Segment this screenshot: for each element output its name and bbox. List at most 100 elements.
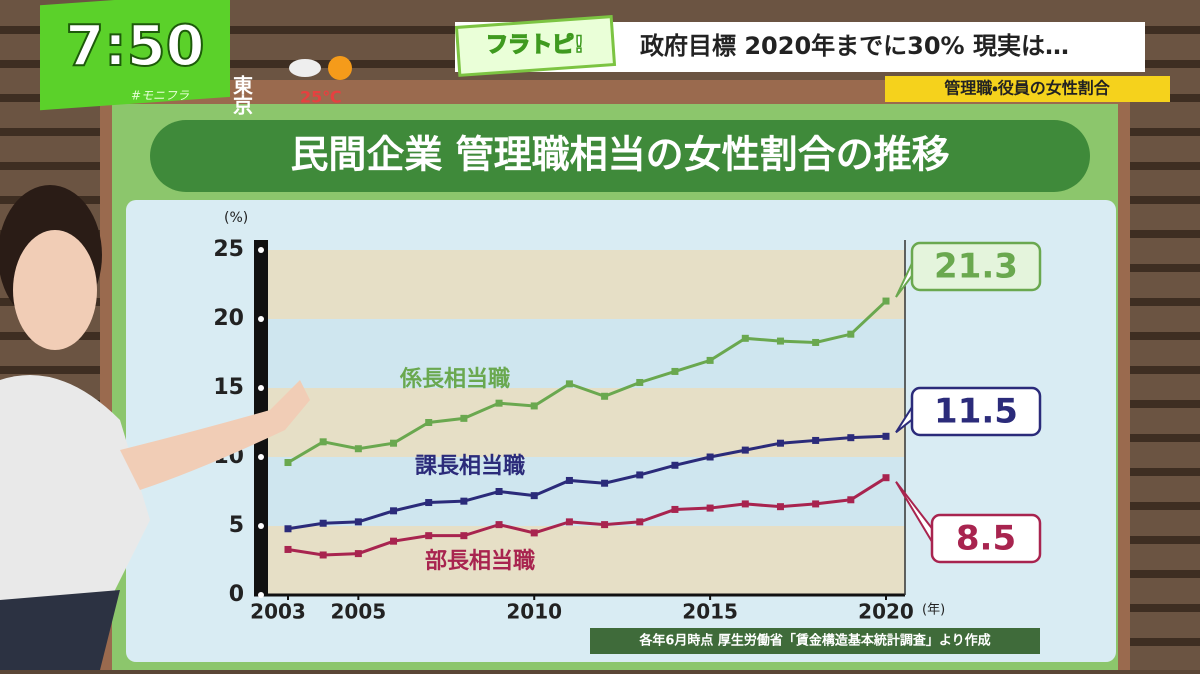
point — [847, 434, 855, 442]
point — [530, 529, 538, 537]
point — [671, 461, 679, 469]
point — [284, 459, 292, 467]
value-label: 8.5 — [956, 519, 1016, 559]
source-box — [590, 628, 1040, 654]
point — [847, 330, 855, 338]
presenter — [0, 185, 310, 670]
callout-box — [910, 241, 1042, 292]
point — [812, 436, 820, 444]
y-tick — [258, 316, 264, 322]
series-name: 係長相当職 — [399, 367, 510, 392]
point — [495, 488, 503, 495]
x-tick-label: 2020 — [858, 600, 914, 624]
point — [495, 521, 503, 529]
value-label: 21.3 — [934, 247, 1018, 287]
point — [847, 496, 855, 504]
x-tick-label: 2005 — [331, 600, 387, 624]
point — [530, 492, 538, 500]
point — [530, 402, 538, 410]
weather-city: 東京 — [230, 75, 254, 115]
x-tick-label: 2003 — [250, 600, 306, 624]
y-tick — [258, 523, 264, 529]
x-tick-label: 2010 — [506, 600, 562, 624]
source-note: 各年6月時点 厚生労働省「賃金構造基本統計調査」より作成 — [638, 633, 990, 649]
point — [425, 499, 433, 507]
point — [741, 334, 749, 342]
point — [425, 532, 433, 540]
y-tick — [258, 385, 264, 391]
y-tick-label: 0 — [229, 582, 244, 607]
y-tick-label: 20 — [213, 306, 244, 331]
point — [319, 438, 327, 446]
subheadline-box — [885, 76, 1170, 102]
point — [706, 356, 714, 364]
logo: フラトピ! — [486, 33, 584, 58]
point — [565, 476, 573, 484]
point — [601, 392, 609, 400]
title-pill — [150, 120, 1090, 192]
callout-box — [930, 513, 1042, 564]
y-tick-label: 15 — [213, 375, 244, 400]
y-tick-label: 25 — [213, 237, 244, 262]
point — [812, 500, 820, 508]
x-tick-label: 2015 — [682, 600, 738, 624]
point — [354, 550, 362, 558]
y-tick-label: 5 — [229, 513, 244, 538]
headline: 政府目標 2020年までに30% 現実は… — [640, 32, 1069, 60]
point — [495, 399, 503, 407]
point — [354, 445, 362, 453]
y-tick — [258, 592, 264, 598]
point — [390, 537, 398, 545]
point — [636, 471, 644, 479]
series-line — [287, 476, 887, 557]
point — [671, 505, 679, 513]
temperature: 25℃ — [300, 88, 342, 107]
point — [354, 518, 362, 526]
y-tick — [258, 247, 264, 253]
hashtag: #モニフラ — [131, 89, 189, 103]
point — [741, 500, 749, 508]
logo-box — [454, 15, 617, 77]
point — [776, 337, 784, 345]
point — [882, 474, 890, 482]
band — [268, 250, 905, 319]
point — [460, 497, 468, 505]
callout-box — [910, 386, 1042, 437]
chart-title: 民間企業 管理職相当の女性割合の推移 — [290, 133, 949, 177]
y-unit: (%) — [224, 210, 248, 226]
band — [268, 526, 905, 595]
point — [284, 525, 292, 533]
point — [601, 479, 609, 487]
point — [776, 439, 784, 447]
point — [319, 551, 327, 559]
band — [268, 457, 905, 526]
point — [636, 378, 644, 386]
value-label: 11.5 — [934, 392, 1018, 432]
point — [671, 367, 679, 375]
point — [390, 507, 398, 515]
point — [776, 503, 784, 511]
point — [565, 518, 573, 526]
series-name: 課長相当職 — [415, 454, 525, 479]
subheadline: 管理職・役員の女性割合 — [943, 79, 1110, 98]
point — [460, 414, 468, 422]
point — [741, 446, 749, 454]
series-line — [287, 434, 887, 531]
point — [425, 419, 433, 426]
point — [565, 380, 573, 388]
point — [319, 519, 327, 527]
series-line — [287, 299, 888, 464]
weather-cloud — [289, 59, 321, 77]
point — [601, 521, 609, 529]
clock: 7:50 — [65, 14, 204, 79]
band — [268, 319, 905, 388]
weather-icon — [328, 56, 352, 80]
point — [706, 504, 714, 512]
y-tick — [258, 454, 264, 460]
point — [882, 297, 890, 305]
point — [882, 432, 890, 440]
point — [460, 532, 468, 540]
